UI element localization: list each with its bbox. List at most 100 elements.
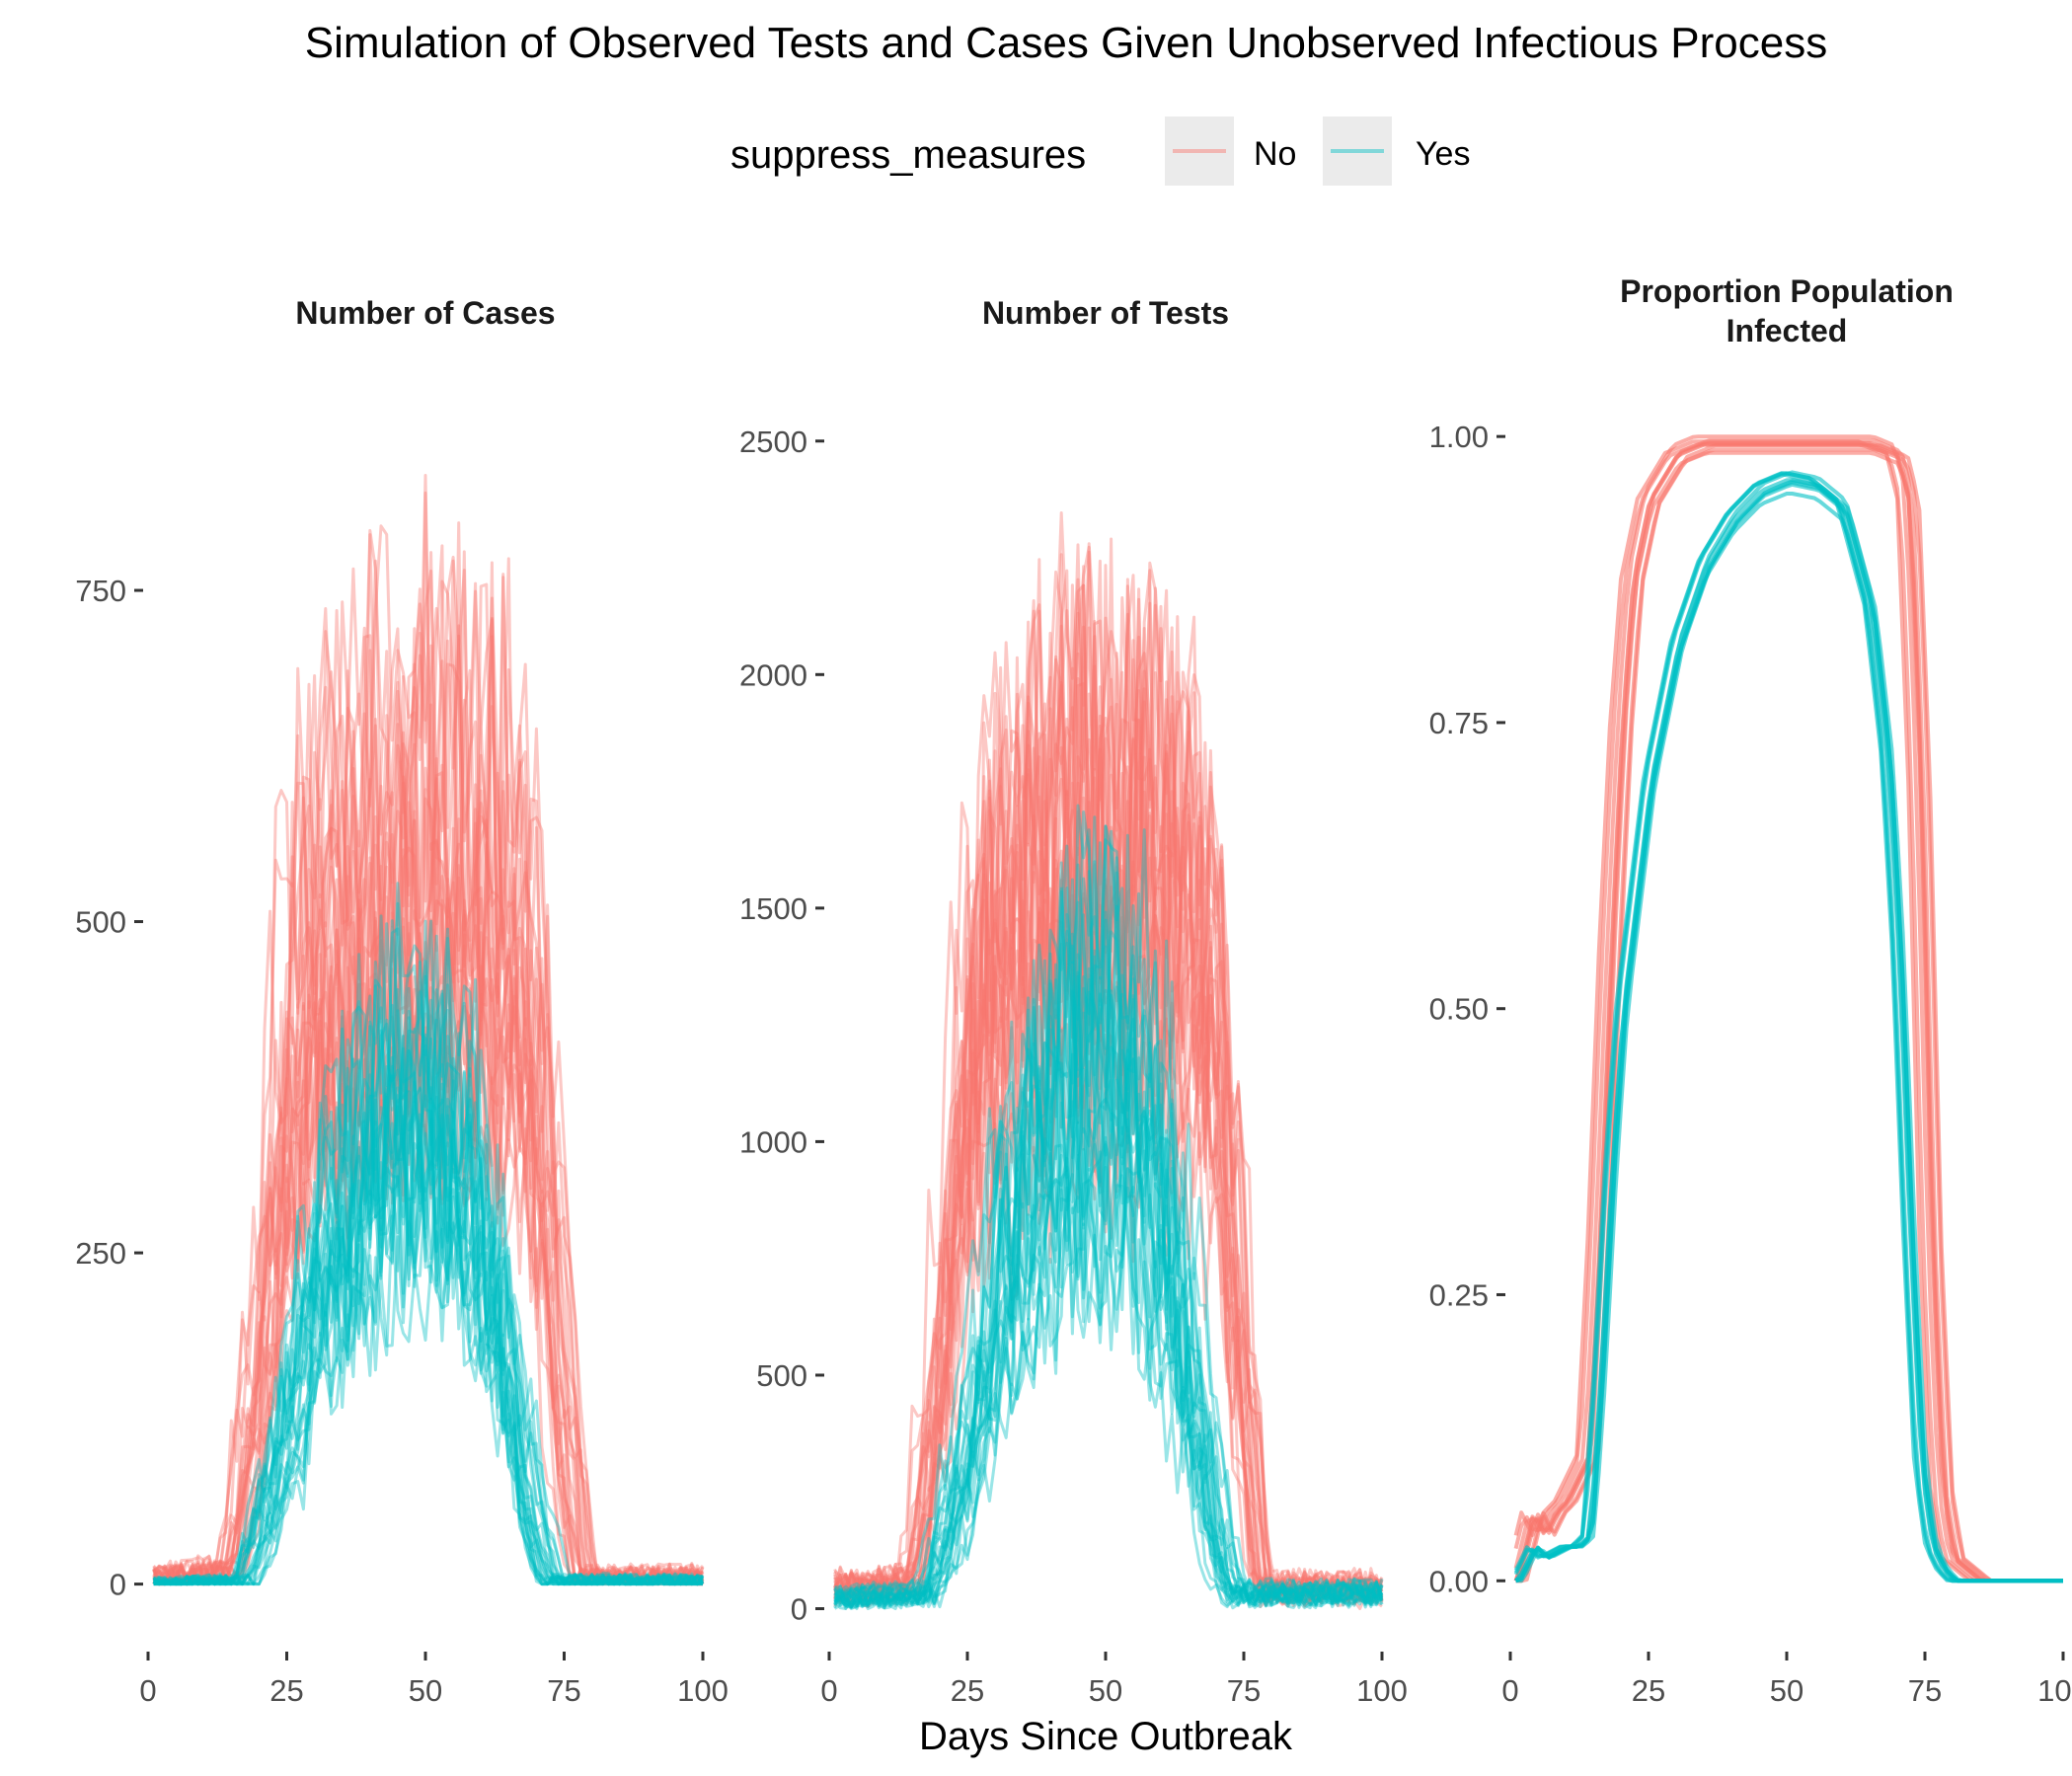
series-line-no: [833, 790, 1384, 1602]
panel-title: Proportion Population Infected: [1620, 273, 1954, 348]
series-line-yes: [833, 811, 1384, 1606]
series-line-no: [152, 742, 704, 1586]
series-line-no: [152, 491, 704, 1585]
series-line-yes: [833, 1150, 1383, 1610]
y-tick-label: 2000: [739, 657, 807, 692]
series-line-no: [152, 911, 705, 1586]
series-line-yes: [834, 993, 1383, 1608]
panel-proportion-infected: Proportion Population Infected 0.00 0.25 0.5…: [1429, 273, 2072, 1708]
panel-title: Number of Tests: [982, 295, 1229, 331]
series-line-yes: [152, 1043, 704, 1586]
series-line-no: [152, 731, 705, 1586]
series-line-yes: [834, 877, 1383, 1606]
legend-label-no: No: [1254, 135, 1296, 173]
series-line-no: [833, 578, 1384, 1603]
series-line-yes: [153, 960, 705, 1586]
y-tick-label: 1000: [739, 1124, 807, 1159]
series-yes: [152, 882, 705, 1586]
series-line-no: [834, 537, 1383, 1602]
legend-item-no: No: [1165, 116, 1296, 186]
series-line-yes: [153, 974, 704, 1586]
y-tick-label: 0: [791, 1592, 807, 1627]
x-tick-label: 100: [1356, 1673, 1408, 1708]
series-line-yes: [833, 953, 1384, 1608]
series-line-yes: [833, 961, 1384, 1609]
series-line-no: [833, 583, 1384, 1602]
series-line-yes: [153, 986, 705, 1586]
series-line-yes: [833, 815, 1384, 1604]
series-line-no: [152, 528, 705, 1586]
y-tick-label: 500: [756, 1358, 807, 1393]
series-line-yes: [152, 1004, 704, 1586]
panel-number-of-tests: Number of Tests 0 500 1000 1500 2000 2500 0 25 50…: [739, 295, 1408, 1708]
series-line-no: [1513, 434, 2063, 1583]
series-line-yes: [152, 1094, 705, 1586]
series-line-yes: [833, 1092, 1384, 1610]
series-line-yes: [833, 1097, 1384, 1610]
series-line-no: [833, 545, 1384, 1602]
x-tick-label: 0: [1501, 1673, 1518, 1708]
series-line-no: [833, 677, 1383, 1605]
series-line-yes: [152, 983, 704, 1586]
series-line-no: [833, 569, 1384, 1601]
x-tick-label: 50: [409, 1673, 442, 1708]
chart-title: Simulation of Observed Tests and Cases G…: [305, 19, 1827, 67]
series-yes: [1513, 470, 2063, 1583]
y-tick-label: 1500: [739, 891, 807, 926]
legend: suppress_measures No Yes: [730, 116, 1470, 186]
series-line-no: [152, 797, 704, 1586]
series-line-no: [833, 553, 1384, 1603]
series-line-yes: [833, 1078, 1384, 1610]
series-line-no: [833, 652, 1383, 1605]
series-line-yes: [152, 1086, 705, 1586]
y-tick-label: 1.00: [1429, 420, 1489, 454]
series-line-no: [152, 781, 703, 1586]
series-line-no: [152, 899, 704, 1586]
series-line-yes: [153, 1086, 705, 1586]
y-tick-label: 0: [110, 1568, 126, 1602]
series-line-no: [152, 910, 705, 1586]
series-line-yes: [153, 882, 705, 1586]
series-line-yes: [834, 828, 1384, 1605]
series-line-no: [833, 846, 1384, 1606]
series-line-yes: [152, 1087, 704, 1586]
series-line-yes: [153, 1049, 704, 1586]
series-line-yes: [153, 1062, 704, 1586]
series-line-no: [152, 569, 704, 1586]
series-line-yes: [1513, 471, 2063, 1583]
x-tick-label: 75: [547, 1673, 580, 1708]
series-line-no: [833, 583, 1384, 1604]
x-tick-label: 25: [951, 1673, 984, 1708]
series-line-no: [833, 790, 1384, 1606]
series-line-no: [833, 666, 1384, 1604]
series-line-no: [833, 652, 1383, 1604]
series-line-no: [833, 844, 1384, 1608]
legend-key-no: [1165, 116, 1234, 186]
series-line-yes: [153, 1197, 705, 1586]
series-line-no: [152, 895, 704, 1586]
series-line-yes: [833, 1100, 1384, 1609]
x-tick-label: 0: [820, 1673, 837, 1708]
series-line-yes: [153, 901, 703, 1586]
series-yes: [833, 804, 1384, 1610]
series-line-no: [833, 682, 1384, 1604]
series-line-yes: [833, 910, 1384, 1608]
series-line-no: [152, 939, 705, 1586]
panel-title: Number of Cases: [295, 295, 555, 331]
series-line-no: [833, 543, 1384, 1603]
series-line-yes: [152, 1016, 705, 1586]
series-line-yes: [152, 919, 704, 1586]
series-line-no: [833, 931, 1383, 1608]
x-tick-label: 25: [1632, 1673, 1665, 1708]
series-line-no: [152, 766, 704, 1586]
x-tick-label: 100: [2037, 1673, 2072, 1708]
series-line-no: [833, 511, 1383, 1602]
series-line-no: [833, 884, 1383, 1608]
series-line-yes: [833, 829, 1384, 1606]
y-tick-label: 0.50: [1429, 992, 1489, 1027]
x-tick-label: 50: [1770, 1673, 1803, 1708]
series-line-yes: [833, 804, 1384, 1605]
legend-key-yes: [1323, 116, 1392, 186]
series-no: [152, 474, 705, 1586]
